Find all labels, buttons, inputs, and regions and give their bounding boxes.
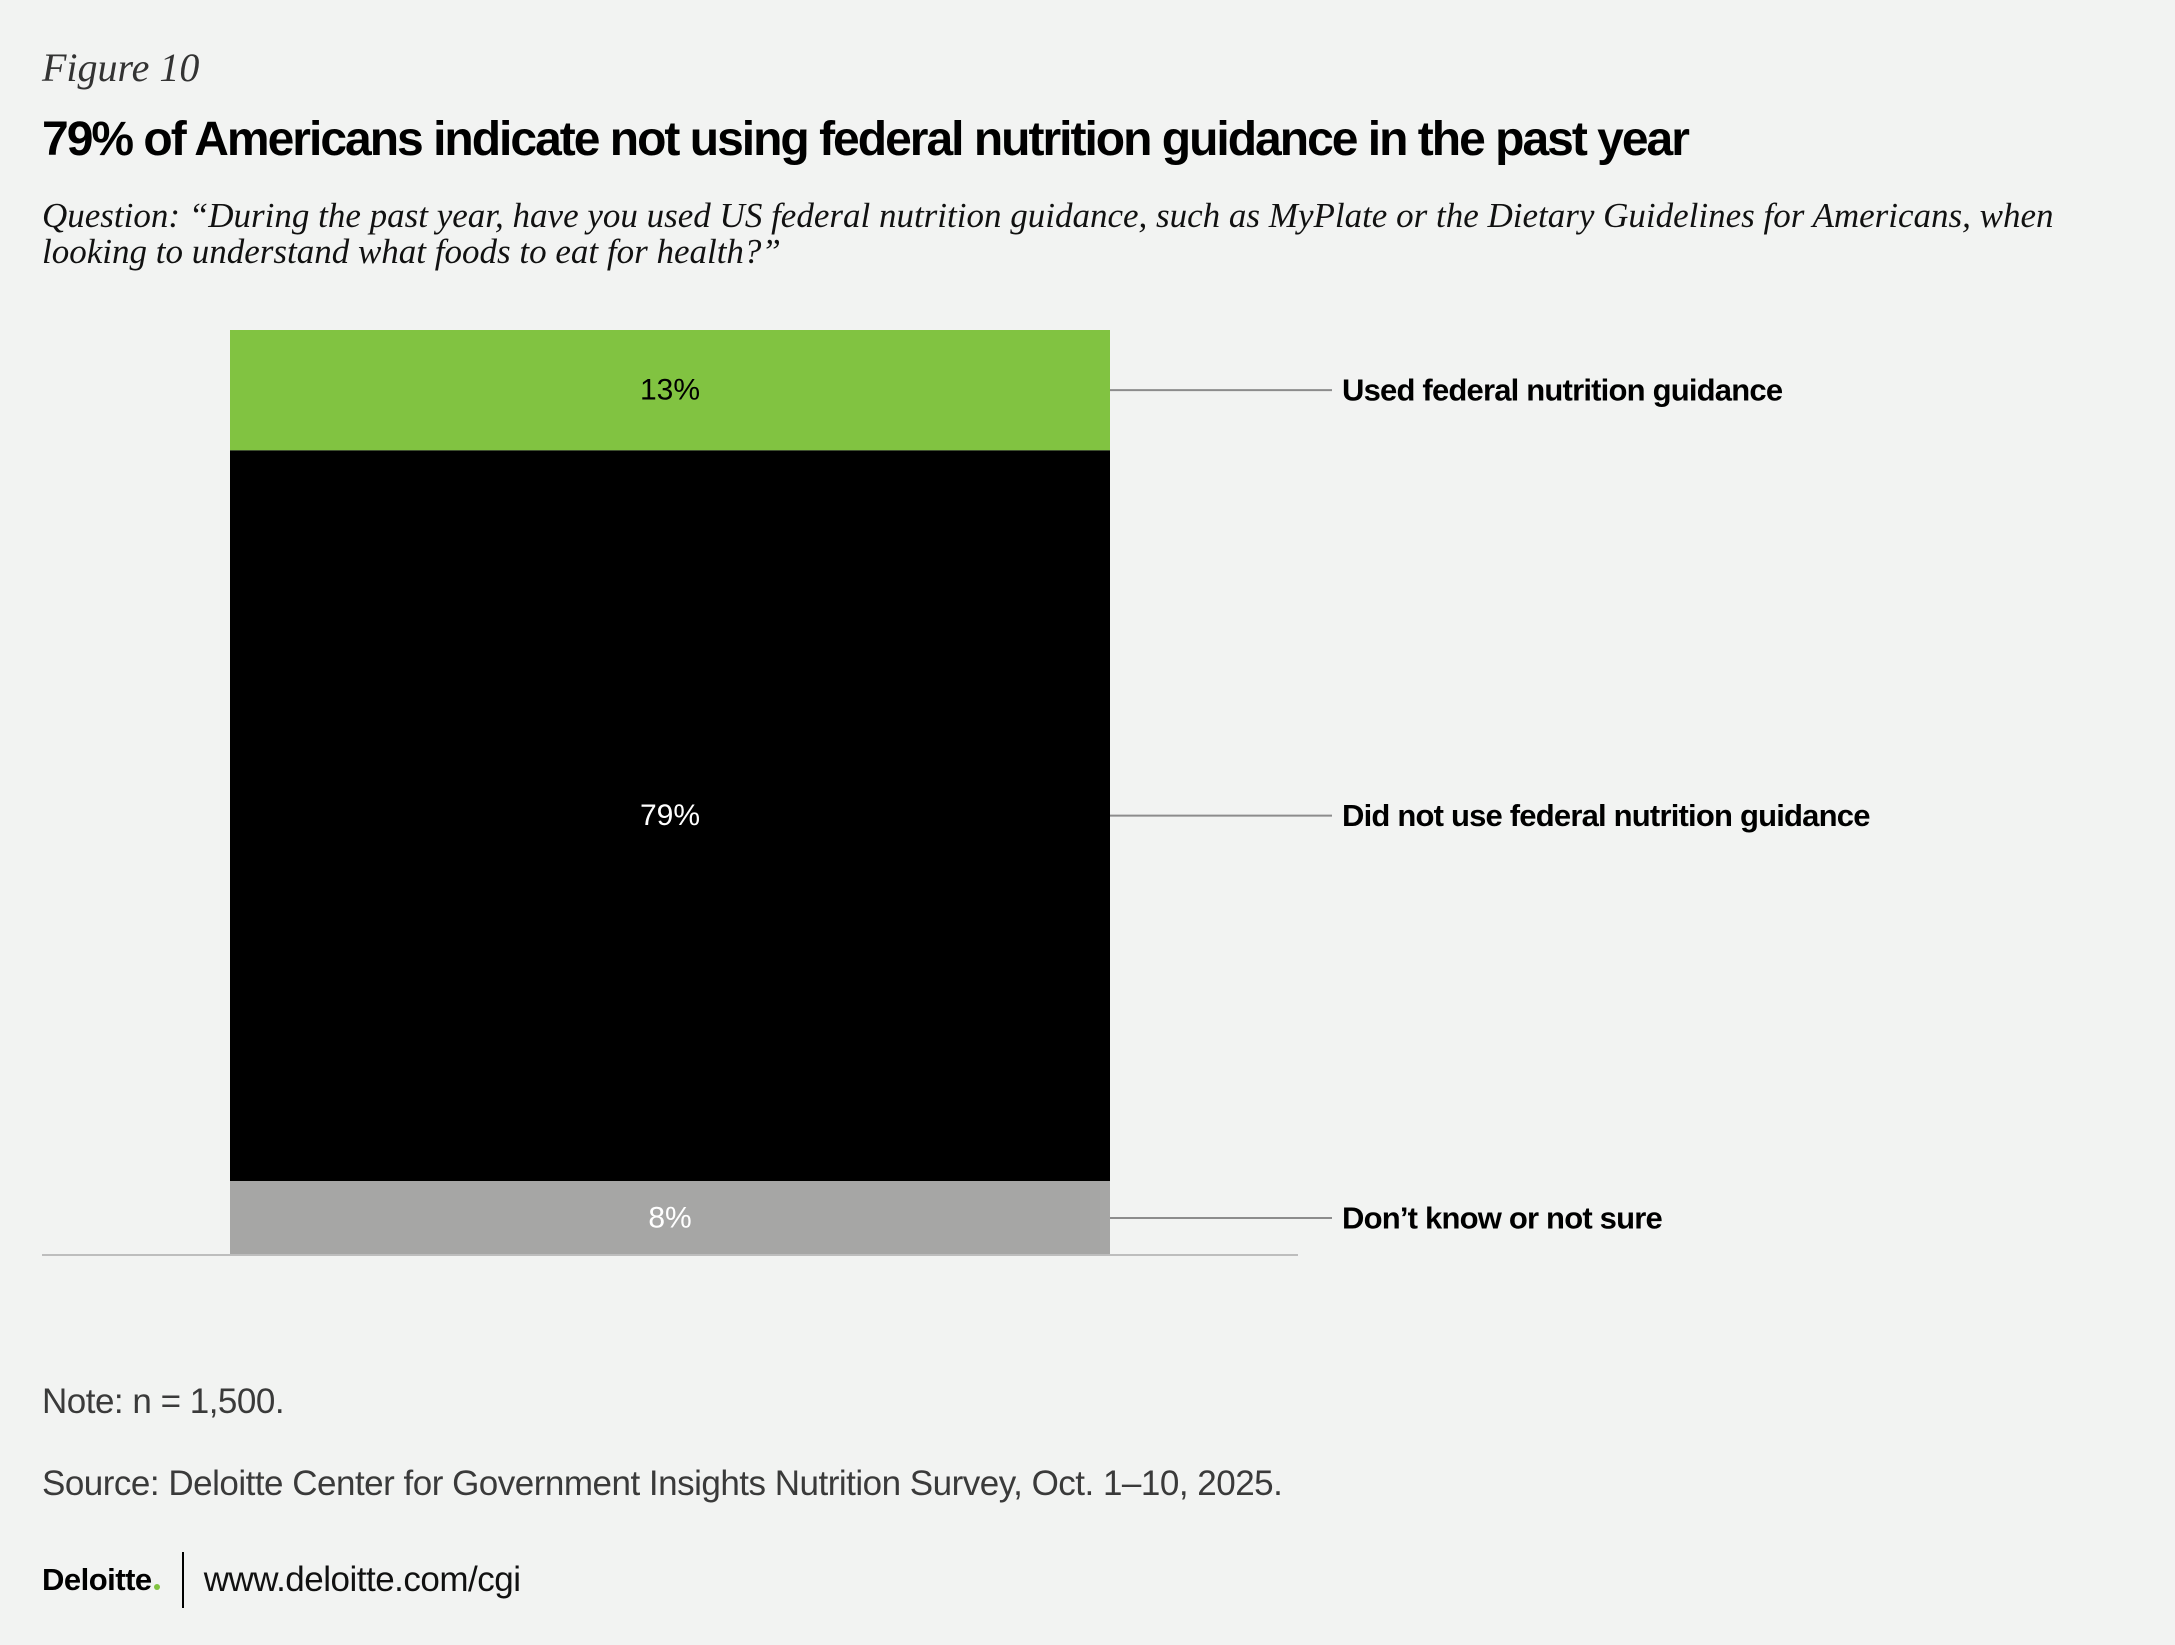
legend-label-did-not-use-federal-nutrition-guidance: Did not use federal nutrition guidance bbox=[1342, 798, 1870, 833]
data-label-did-not-use-federal-nutrition-guidance: 79% bbox=[640, 799, 700, 832]
survey-question: Question: “During the past year, have yo… bbox=[42, 196, 2054, 271]
deloitte-logo: Deloitte bbox=[42, 1562, 160, 1598]
bar-segment-don-t-know-or-not-sure bbox=[230, 1181, 1110, 1255]
logo-dot-icon bbox=[153, 1584, 160, 1590]
legend-label-don-t-know-or-not-sure: Don’t know or not sure bbox=[1342, 1201, 1663, 1236]
data-label-don-t-know-or-not-sure: 8% bbox=[648, 1202, 691, 1235]
footer: Deloitte www.deloitte.com/cgi bbox=[42, 1552, 521, 1608]
figure-label: Figure 10 bbox=[42, 45, 200, 90]
chart-note: Note: n = 1,500. bbox=[42, 1382, 285, 1421]
chart-title: 79% of Americans indicate not using fede… bbox=[42, 113, 1690, 166]
bar-segment-did-not-use-federal-nutrition-guidance bbox=[230, 450, 1110, 1181]
legend-label-used-federal-nutrition-guidance: Used federal nutrition guidance bbox=[1342, 373, 1783, 408]
footer-url[interactable]: www.deloitte.com/cgi bbox=[203, 1560, 521, 1599]
chart-source: Source: Deloitte Center for Government I… bbox=[42, 1464, 1283, 1503]
footer-divider bbox=[181, 1552, 184, 1608]
data-label-used-federal-nutrition-guidance: 13% bbox=[640, 374, 700, 407]
bar-segment-used-federal-nutrition-guidance bbox=[230, 330, 1110, 451]
